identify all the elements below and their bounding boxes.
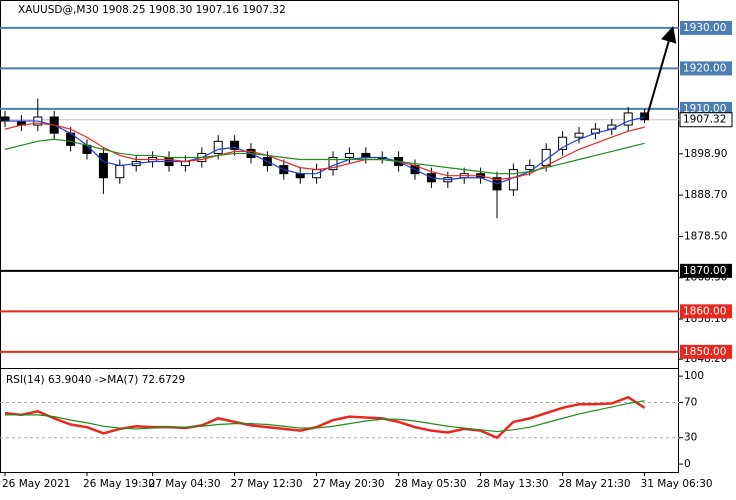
candle-body [574,132,584,138]
candle-body [295,173,305,179]
candle-body [344,152,354,158]
rsi-line [5,400,645,433]
level-label: 1930.00 [683,22,726,34]
candle-body [213,140,223,154]
level-box [680,304,732,319]
forecast-arrow [645,26,677,119]
candle-body [640,112,650,121]
candle-body [508,169,518,191]
level-label: 1870.00 [683,265,726,277]
rsi-title: RSI(14) 63.9040 ->MA(7) 72.6729 [6,374,185,386]
level-label: 1920.00 [683,62,726,74]
y-tick-label: 70 [684,397,697,409]
rsi-line [4,395,646,440]
candle-body [98,152,108,179]
level-box [680,263,732,278]
level-label: 1860.00 [683,305,726,317]
moving-average [5,116,645,185]
moving-average [4,138,645,175]
y-tick-label: 1878.50 [684,230,727,242]
y-tick-label: 1898.90 [684,148,727,160]
level-box [680,61,732,76]
current-price-label: 1907.32 [683,114,726,126]
candle-body [115,165,125,179]
y-tick-label: 1888.70 [684,189,727,201]
current-price-box [679,112,733,128]
x-tick-label: 26 May 19:30 [83,478,155,490]
candle-body [525,165,535,171]
y-tick-label: 0 [684,458,691,470]
candle-body [0,116,10,122]
x-tick-label: 26 May 2021 [2,478,70,490]
x-tick-label: 28 May 21:30 [559,478,631,490]
level-box [680,20,732,35]
x-tick-label: 27 May 20:30 [313,478,385,490]
candle-body [623,112,633,126]
candle-body [361,152,371,158]
x-tick-label: 27 May 12:30 [231,478,303,490]
y-tick-label: 30 [684,432,697,444]
y-tick-label: 100 [684,370,704,382]
chart-title: XAUUSD@,M30 1908.25 1908.30 1907.16 1907… [18,4,286,16]
candle-body [230,140,240,150]
x-tick-label: 27 May 04:30 [149,478,221,490]
x-tick-label: 28 May 05:30 [395,478,467,490]
level-box [680,344,732,359]
candle-body [558,136,568,150]
frame [0,0,679,473]
x-tick-label: 31 May 06:30 [641,478,713,490]
level-label: 1850.00 [683,346,726,358]
x-tick-label: 28 May 13:30 [477,478,549,490]
candle-body [180,161,190,167]
level-label: 1910.00 [683,103,726,115]
